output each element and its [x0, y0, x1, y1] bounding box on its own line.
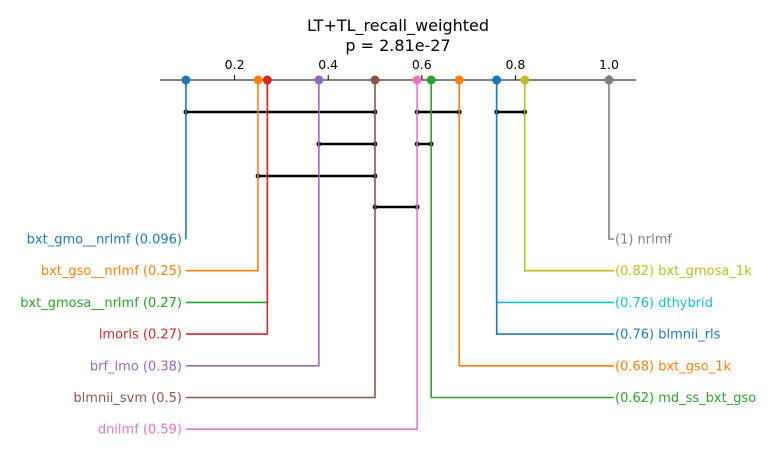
method-line: [186, 80, 269, 304]
method-label: blmnii_svm (0.5): [73, 391, 182, 406]
method-marker: [314, 75, 324, 85]
method-line: [186, 80, 376, 399]
tick-label: 0.6: [412, 57, 432, 72]
method-label: (0.76) blmnii_rls: [615, 328, 721, 343]
method-label: bxt_gmo__nrlmf (0.096): [27, 233, 182, 248]
tick-label: 0.2: [225, 57, 245, 72]
chart-title: LT+TL_recall_weighted: [307, 16, 489, 36]
method-marker: [454, 75, 464, 85]
tick-label: 1.0: [599, 57, 619, 72]
method-marker: [412, 75, 422, 85]
method-label: lmorls (0.27): [99, 328, 182, 343]
method-label: bxt_gso__nrlmf (0.25): [41, 264, 182, 279]
method-label: (0.82) bxt_gmosa_1k: [615, 264, 752, 279]
method-line: [458, 80, 614, 367]
method-marker: [253, 75, 263, 85]
axis-ticks: 0.2 0.4 0.6 0.8 1.0: [225, 57, 619, 80]
method-line: [523, 80, 614, 272]
method-line: [495, 80, 614, 335]
method-marker: [492, 75, 502, 85]
clique-bars: [183, 109, 528, 210]
method-line: [186, 80, 269, 335]
method-line: [186, 80, 418, 430]
method-marker: [520, 75, 530, 85]
method-marker: [426, 75, 436, 85]
method-label: (1) nrlmf: [615, 233, 672, 248]
method-label: dnilmf (0.59): [98, 423, 182, 438]
tick-label: 0.8: [505, 57, 525, 72]
tick-label: 0.4: [318, 57, 338, 72]
method-label: bxt_gmosa__nrlmf (0.27): [20, 296, 182, 311]
method-marker: [181, 75, 191, 85]
method-line: [186, 80, 259, 272]
method-line: [608, 80, 614, 240]
method-marker: [370, 75, 380, 85]
method-line: [430, 80, 614, 399]
method-label: (0.76) dthybrid: [615, 296, 713, 311]
method-label: (0.62) md_ss_bxt_gso: [615, 391, 756, 406]
method-line: [186, 80, 320, 367]
method-label: (0.68) bxt_gso_1k: [615, 359, 732, 374]
method-marker: [262, 75, 272, 85]
method-lines: bxt_gmo__nrlmf (0.096) bxt_gso__nrlmf (0.…: [20, 75, 756, 438]
method-label: brf_lmo (0.38): [90, 359, 182, 374]
method-line: [495, 80, 614, 304]
chart-subtitle: p = 2.81e-27: [345, 36, 450, 55]
method-marker: [604, 75, 614, 85]
